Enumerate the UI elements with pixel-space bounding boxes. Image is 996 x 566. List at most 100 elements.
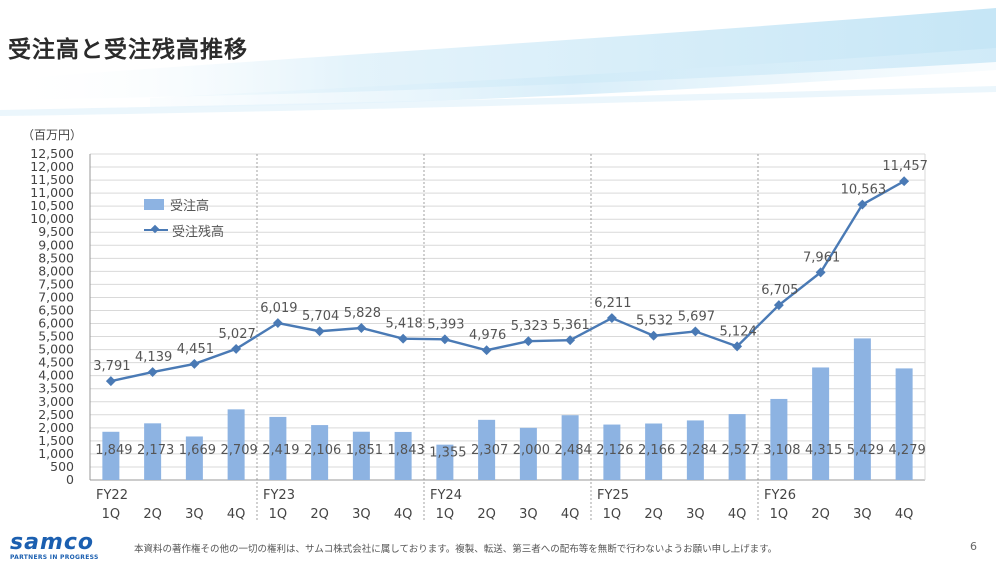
fiscal-year-label: FY26 (764, 488, 796, 503)
bar-value-label: 2,709 (221, 443, 258, 458)
line-value-label: 5,323 (511, 319, 548, 334)
bar (436, 444, 454, 480)
y-tick-label: 12,500 (30, 146, 74, 161)
bar (227, 409, 245, 480)
legend-bar-swatch (144, 198, 164, 210)
bar-value-label: 2,484 (555, 443, 592, 458)
line-value-label: 10,563 (841, 183, 887, 198)
line-value-label: 6,211 (594, 296, 631, 311)
bar (645, 423, 663, 480)
y-axis-ticks: 05001,0001,5002,0002,5003,0003,5004,0004… (30, 146, 74, 487)
line-point (398, 333, 409, 344)
y-tick-label: 6,500 (38, 302, 74, 317)
line-value-label: 5,361 (553, 318, 590, 333)
bar (895, 368, 913, 480)
header-decoration (0, 8, 996, 116)
line-value-label: 5,393 (427, 317, 464, 332)
bar-value-label: 2,126 (596, 443, 633, 458)
line-series (105, 176, 910, 387)
x-tick-label: 1Q (436, 507, 455, 522)
x-tick-label: 2Q (143, 507, 162, 522)
y-tick-label: 0 (66, 472, 74, 487)
bar (519, 427, 537, 480)
x-tick-label: 1Q (102, 507, 121, 522)
line-value-label: 6,705 (761, 283, 798, 298)
line-value-label: 11,457 (882, 159, 928, 174)
line-point (231, 343, 242, 354)
bar-value-label: 2,527 (722, 443, 759, 458)
bar-value-label: 2,419 (262, 443, 299, 458)
line-point (147, 367, 158, 378)
bar-value-label: 1,849 (95, 443, 132, 458)
logo-wordmark: samco (10, 530, 95, 555)
line-value-label: 5,532 (636, 314, 673, 329)
bar (102, 431, 120, 480)
x-tick-label: 2Q (477, 507, 496, 522)
line-value-label: 5,697 (678, 309, 715, 324)
bar-value-label: 1,851 (346, 443, 383, 458)
y-tick-label: 4,500 (38, 355, 74, 370)
fiscal-year-label: FY25 (597, 488, 629, 503)
line-point (189, 358, 200, 369)
line-point (356, 323, 367, 333)
fiscal-year-dividers (256, 154, 759, 520)
y-tick-label: 2,500 (38, 407, 74, 422)
y-tick-label: 3,500 (38, 381, 74, 396)
y-tick-label: 8,500 (38, 250, 74, 265)
line-point (314, 326, 325, 337)
bar (686, 420, 704, 480)
bar (352, 431, 370, 480)
line-point (857, 199, 868, 210)
line-point (565, 335, 576, 346)
x-tick-label: 3Q (352, 507, 371, 522)
chart-legend: 受注高 受注残高 (144, 191, 224, 243)
bar (728, 414, 746, 480)
line-point (773, 300, 784, 311)
line-point (523, 336, 534, 347)
page-title: 受注高と受注残高推移 (8, 37, 248, 63)
y-tick-label: 1,500 (38, 433, 74, 448)
y-tick-label: 9,500 (38, 224, 74, 239)
legend-label-backlog: 受注残高 (172, 224, 225, 240)
y-tick-label: 6,000 (38, 316, 74, 331)
data-labels: 1,849 2,173 1,669 2,709 2,419 2,106 1,851 1,843… (93, 159, 928, 460)
line-point (105, 376, 116, 387)
line-point (272, 318, 283, 328)
x-tick-label: 1Q (603, 507, 622, 522)
bar (269, 416, 287, 480)
backlog-line (110, 180, 905, 383)
x-tick-label: 1Q (770, 507, 789, 522)
x-axis-labels: 1Q 2Q 3Q 4Q 1Q 2Q 3Q 4Q 1Q 2Q 3Q 4Q 1Q 2Q 3Q 4Q 1Q 2Q 3Q 4Q… (96, 488, 913, 522)
bar-value-label: 4,315 (805, 443, 842, 458)
line-value-label: 4,976 (469, 328, 506, 343)
fiscal-year-label: FY22 (96, 488, 128, 503)
y-tick-label: 9,000 (38, 237, 74, 252)
bar-value-label: 2,166 (638, 443, 675, 458)
bar-value-label: 2,173 (137, 443, 174, 458)
y-tick-label: 2,000 (38, 420, 74, 435)
y-tick-label: 500 (50, 459, 74, 474)
logo-tagline: PARTNERS IN PROGRESS (10, 554, 99, 561)
bar-value-label: 2,106 (304, 443, 341, 458)
line-value-label: 3,791 (93, 359, 130, 374)
line-value-label: 5,704 (302, 309, 339, 324)
bar (603, 424, 621, 480)
bar-value-label: 1,843 (388, 443, 425, 458)
x-tick-label: 3Q (686, 507, 705, 522)
line-point (648, 330, 659, 341)
line-value-label: 4,139 (135, 350, 172, 365)
x-tick-label: 3Q (185, 507, 204, 522)
x-tick-label: 2Q (310, 507, 329, 522)
y-tick-label: 12,000 (30, 159, 74, 174)
line-point (899, 176, 910, 187)
y-tick-label: 11,000 (30, 185, 74, 200)
line-value-label: 4,451 (177, 342, 214, 357)
x-tick-label: 4Q (394, 507, 413, 522)
bar-value-label: 4,279 (889, 443, 926, 458)
x-tick-label: 4Q (895, 507, 914, 522)
x-tick-label: 2Q (811, 507, 830, 522)
x-tick-label: 3Q (519, 507, 538, 522)
bar-value-label: 2,000 (513, 443, 550, 458)
bar (853, 338, 871, 480)
bar-value-label: 1,355 (429, 446, 466, 461)
